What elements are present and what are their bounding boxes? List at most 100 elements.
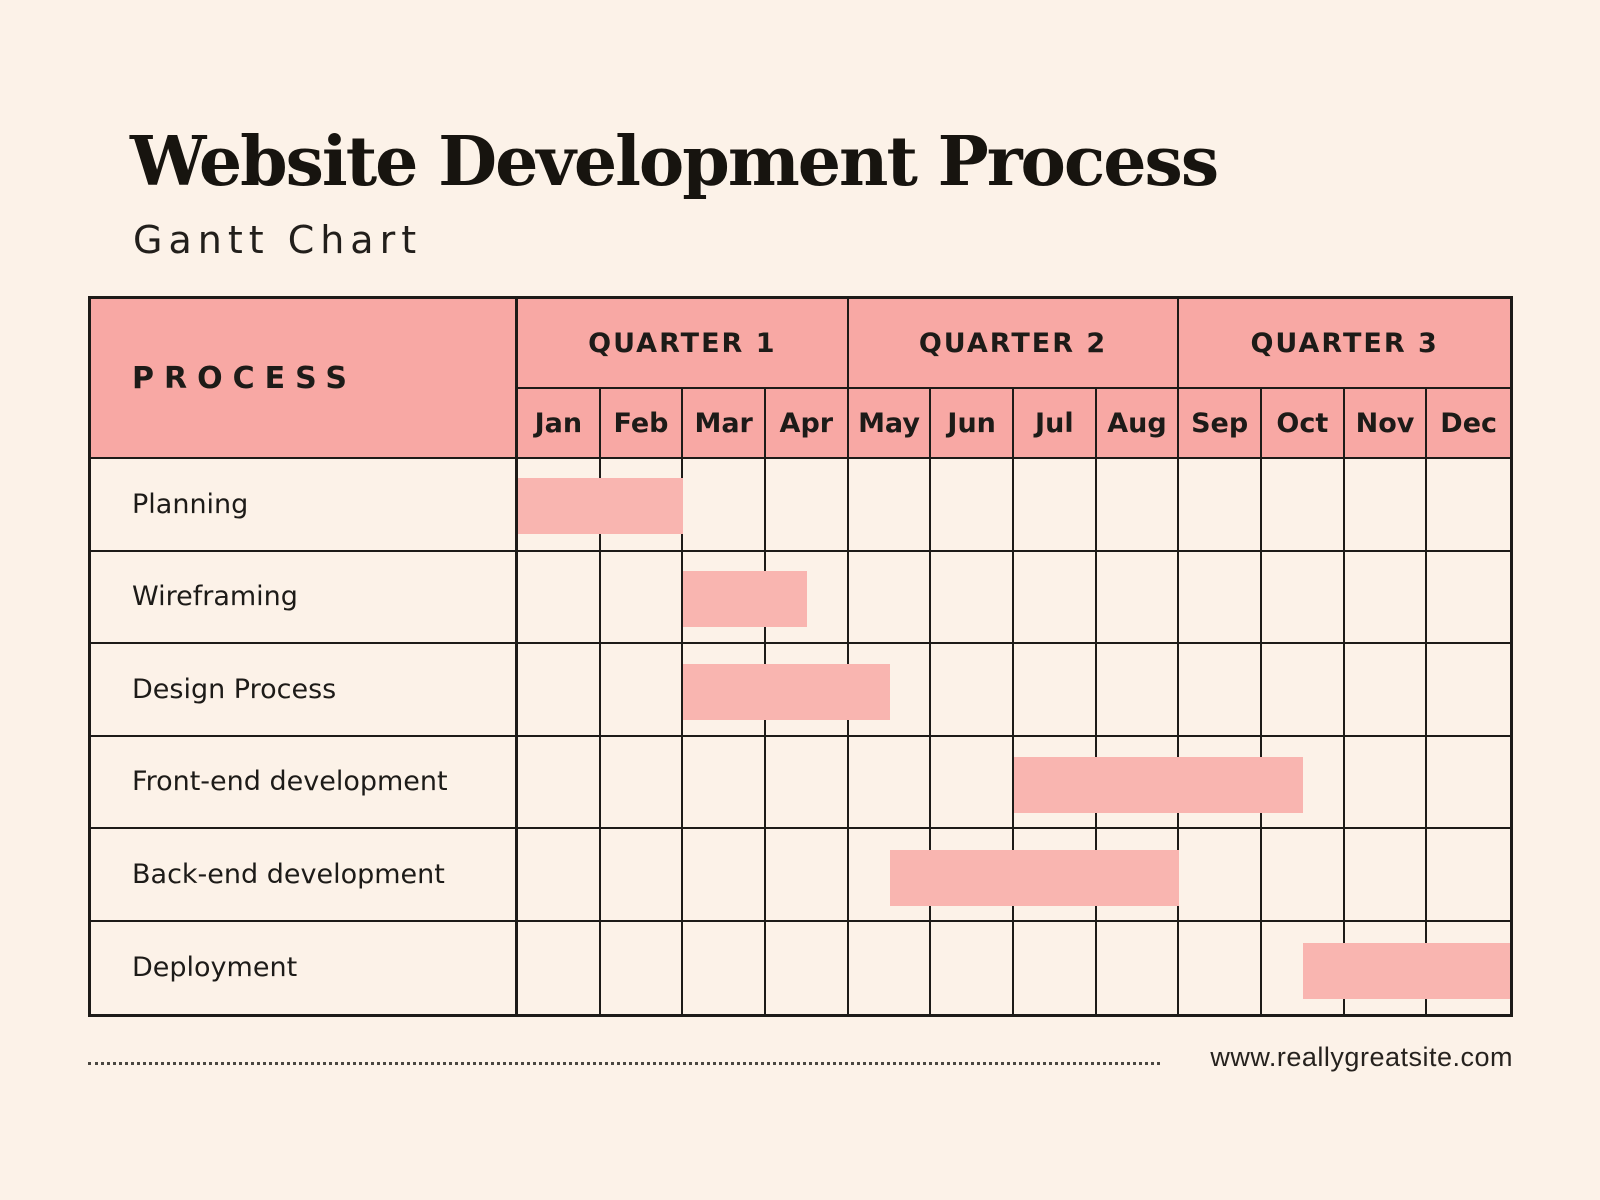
grid-cell: [1179, 829, 1262, 922]
grid-cell: [1427, 829, 1510, 922]
grid-cell: [1344, 829, 1428, 922]
grid-cell: [848, 459, 932, 552]
task-label: Back-end development: [91, 829, 518, 922]
grid-cell: [931, 551, 1014, 644]
grid-cell: [1261, 644, 1345, 737]
gantt-table: PROCESS QUARTER 1 QUARTER 2 QUARTER 3 Ja…: [88, 296, 1513, 1017]
grid-cell: [1013, 644, 1097, 737]
grid-cell: [1013, 459, 1097, 552]
month-header-jan: Jan: [518, 389, 601, 459]
grid-cell: [931, 459, 1014, 552]
grid-cell: [1013, 921, 1097, 1014]
process-header-cell: PROCESS: [91, 299, 518, 459]
month-header-mar: Mar: [683, 389, 766, 459]
grid-cell: [518, 459, 601, 552]
grid-cell: [1013, 551, 1097, 644]
quarter-3-header: QUARTER 3: [1179, 299, 1510, 389]
grid-cell: [1344, 921, 1428, 1014]
grid-cell: [765, 736, 849, 829]
footer-url: www.reallygreatsite.com: [1210, 1042, 1513, 1072]
grid-cell: [1427, 551, 1510, 644]
grid-cell: [1344, 551, 1428, 644]
task-label: Wireframing: [91, 551, 518, 644]
grid-cell: [1179, 921, 1262, 1014]
month-header-jun: Jun: [931, 389, 1014, 459]
month-header-jul: Jul: [1013, 389, 1097, 459]
grid-cell: [683, 551, 766, 644]
grid-cell: [518, 736, 601, 829]
grid-cell: [683, 736, 766, 829]
grid-cell: [1261, 736, 1345, 829]
grid-cell: [1179, 644, 1262, 737]
quarter-1-header: QUARTER 1: [518, 299, 849, 389]
grid-cell: [1261, 459, 1345, 552]
grid-cell: [600, 459, 684, 552]
grid-cell: [1179, 551, 1262, 644]
grid-cell: [765, 829, 849, 922]
task-label: Deployment: [91, 921, 518, 1014]
gantt-body: Planning Wireframing Design Process Front-e…: [91, 459, 1510, 1014]
grid-cell: [1261, 829, 1345, 922]
grid-cell: [518, 829, 601, 922]
grid-cell: [1427, 644, 1510, 737]
grid-cell: [1096, 644, 1180, 737]
grid-cell: [1344, 736, 1428, 829]
page-title: Website Development Process: [130, 122, 1219, 202]
grid-cell: [931, 921, 1014, 1014]
month-header-row: Jan Feb Mar Apr May Jun Jul Aug Sep Oct …: [518, 389, 1510, 459]
footer-divider: [88, 1062, 1160, 1065]
grid-cell: [1344, 644, 1428, 737]
grid-cell: [765, 921, 849, 1014]
grid-cell: [848, 921, 932, 1014]
grid-cell: [1427, 459, 1510, 552]
grid-cell: [1096, 551, 1180, 644]
month-header-apr: Apr: [765, 389, 849, 459]
month-header-aug: Aug: [1096, 389, 1180, 459]
task-label: Design Process: [91, 644, 518, 737]
grid-cell: [1096, 736, 1180, 829]
month-header-sep: Sep: [1179, 389, 1262, 459]
quarter-2-header: QUARTER 2: [848, 299, 1180, 389]
grid-cell: [931, 644, 1014, 737]
grid-cell: [600, 829, 684, 922]
grid-cell: [931, 736, 1014, 829]
grid-cell: [765, 459, 849, 552]
page-subtitle: Gantt Chart: [133, 218, 423, 262]
grid-cell: [848, 736, 932, 829]
grid-cell: [1013, 829, 1097, 922]
quarter-header-row: QUARTER 1 QUARTER 2 QUARTER 3: [518, 299, 1510, 389]
grid-cell: [1096, 829, 1180, 922]
grid-cell: [600, 551, 684, 644]
grid-cell: [1427, 736, 1510, 829]
grid-cell: [600, 921, 684, 1014]
process-header-label: PROCESS: [132, 360, 357, 396]
grid-cell: [848, 829, 932, 922]
grid-cell: [765, 551, 849, 644]
grid-cell: [518, 921, 601, 1014]
grid-cell: [1179, 736, 1262, 829]
grid-cell: [1261, 921, 1345, 1014]
grid-cell: [1013, 736, 1097, 829]
grid-cell: [1427, 921, 1510, 1014]
grid-cell: [683, 921, 766, 1014]
grid-cell: [848, 551, 932, 644]
grid-cell: [518, 551, 601, 644]
grid-cell: [683, 459, 766, 552]
grid-cell: [1261, 551, 1345, 644]
month-header-feb: Feb: [600, 389, 684, 459]
grid-cell: [683, 829, 766, 922]
grid-cell: [600, 736, 684, 829]
grid-cell: [1096, 459, 1180, 552]
grid-cell: [1344, 459, 1428, 552]
month-header-dec: Dec: [1427, 389, 1510, 459]
month-header-may: May: [848, 389, 932, 459]
grid-cell: [683, 644, 766, 737]
month-header-oct: Oct: [1261, 389, 1345, 459]
task-label: Planning: [91, 459, 518, 552]
grid-cell: [600, 644, 684, 737]
task-label: Front-end development: [91, 736, 518, 829]
grid-cell: [1096, 921, 1180, 1014]
month-header-nov: Nov: [1344, 389, 1428, 459]
grid-cell: [765, 644, 849, 737]
